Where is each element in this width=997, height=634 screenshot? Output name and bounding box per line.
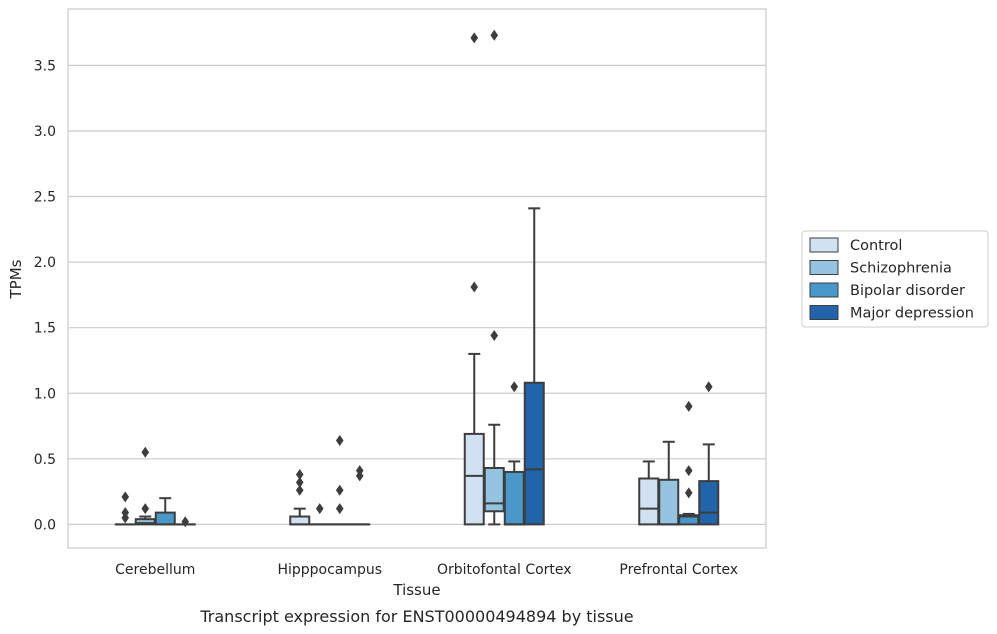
box [503, 470, 525, 526]
box-group [134, 446, 156, 526]
outlier-point [181, 516, 190, 528]
outlier-point [295, 469, 304, 481]
y-axis-label: TPMs [7, 259, 25, 299]
box-group [523, 207, 545, 526]
outlier-point [490, 29, 499, 41]
grid-lines [68, 64, 766, 525]
y-tick-label: 1.0 [34, 386, 56, 402]
box-group [463, 32, 485, 526]
box-group [174, 516, 196, 528]
x-tick-labels: Cerebellum Hipppocampus Orbitofontal Corte… [115, 562, 738, 578]
box [658, 478, 680, 526]
box [289, 515, 311, 526]
legend-frame [801, 230, 989, 328]
outlier-point [684, 487, 693, 499]
legend-swatch [809, 237, 839, 253]
y-tick-label: 2.0 [34, 255, 56, 271]
y-tick-label: 0.0 [34, 517, 56, 533]
outlier-point [684, 400, 693, 412]
box [154, 511, 176, 526]
box-group [503, 381, 525, 526]
outlier-point [684, 465, 693, 477]
box-group [483, 29, 505, 526]
x-tick-label: Hipppocampus [277, 562, 382, 578]
box-group [114, 491, 136, 526]
box-group [349, 465, 371, 526]
box-group [329, 434, 351, 526]
box [523, 381, 545, 526]
y-tick-label: 1.5 [34, 321, 56, 337]
legend-swatch [809, 305, 839, 320]
legend-label: Major depression [850, 306, 974, 322]
outlier-point [121, 491, 130, 503]
outlier-point [121, 507, 130, 519]
outlier-point [335, 434, 344, 446]
legend-label: Bipolar disorder [850, 283, 965, 299]
plot-area-frame [67, 8, 767, 549]
outlier-point [295, 484, 304, 496]
box-group [638, 460, 660, 526]
box-group [289, 469, 311, 526]
outlier-point [490, 330, 499, 342]
box-group [658, 440, 680, 526]
y-tick-labels: 0.0 0.5 1.0 1.5 2.0 2.5 3.0 3.5 [34, 58, 56, 533]
y-tick-label: 3.5 [34, 58, 56, 74]
outlier-point [141, 446, 150, 458]
x-tick-label: Prefrontal Cortex [619, 562, 738, 578]
box [483, 467, 505, 513]
box-group [698, 381, 720, 526]
outlier-point [355, 465, 364, 477]
outlier-point [335, 484, 344, 496]
x-axis-label: Tissue [392, 581, 440, 599]
outlier-point [510, 381, 519, 393]
legend-label: Schizophrenia [850, 261, 952, 277]
legend-swatch [809, 282, 839, 298]
outlier-point [141, 503, 150, 515]
box [638, 477, 660, 526]
y-tick-label: 0.5 [34, 452, 56, 468]
outlier-point [315, 503, 324, 515]
figure-caption: Transcript expression for ENST0000049489… [199, 607, 633, 626]
x-tick-label: Orbitofontal Cortex [437, 562, 572, 578]
boxes-layer [114, 29, 720, 528]
box [698, 480, 720, 526]
outlier-point [704, 381, 713, 393]
legend-swatch [809, 260, 839, 275]
box-group [678, 400, 700, 526]
legend-label: Control [850, 238, 902, 254]
box [463, 432, 485, 526]
outlier-point [470, 281, 479, 293]
box-group [309, 503, 331, 526]
outlier-point [295, 476, 304, 488]
outlier-point [335, 503, 344, 515]
box-group [154, 497, 176, 526]
legend: Control Schizophrenia Bipolar disorder Majo… [801, 230, 989, 328]
x-tick-label: Cerebellum [115, 562, 195, 578]
y-tick-label: 3.0 [34, 124, 56, 140]
outlier-point [470, 32, 479, 44]
y-tick-label: 2.5 [34, 190, 56, 206]
